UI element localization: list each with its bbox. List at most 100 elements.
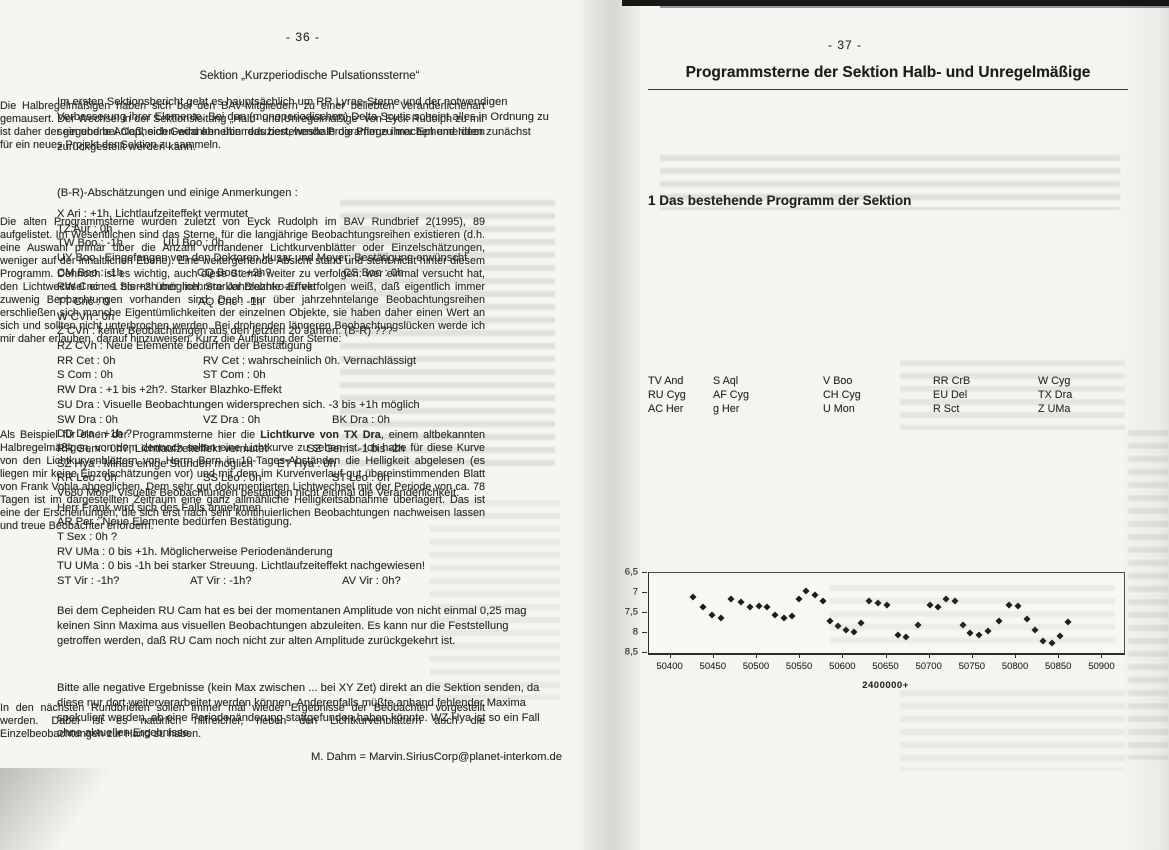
example-text-pre: Als Beispiel für einen der Programmstern… bbox=[0, 429, 261, 441]
data-point bbox=[771, 611, 779, 619]
star-entry: UU Boo : 0h bbox=[163, 237, 224, 250]
star-list-line: Z CVn : keine Beobachtungen aus den letz… bbox=[57, 325, 562, 340]
star-list-line: CM Boo : -1h CQ Boo : +2h? CS Boo : 0h bbox=[57, 267, 562, 282]
x-axis-tick-label: 50850 bbox=[1045, 661, 1072, 672]
star-name: W Cyg bbox=[1038, 375, 1070, 387]
data-point bbox=[819, 597, 827, 605]
closing-paragraph: In den nächsten Rundbriefen sollen immer… bbox=[0, 702, 485, 740]
scan-edge-artifact bbox=[622, 0, 1169, 6]
star-entry: W CVn : 0h bbox=[57, 310, 115, 323]
star-entry: TT Cnc : 0 bbox=[57, 296, 110, 309]
star-entry: S Com : 0h bbox=[57, 369, 113, 382]
star-table-row: TV And S Aql V Boo RR CrB W Cyg bbox=[648, 375, 1108, 389]
data-point bbox=[795, 595, 803, 603]
x-axis-tick bbox=[842, 653, 844, 658]
star-entry: CM Boo : -1h bbox=[57, 266, 123, 279]
star-entry: RW Dra : +1 bis +2h?. Starker Blazhko-Ef… bbox=[57, 384, 282, 397]
star-entry: CS Boo : 0h bbox=[343, 267, 403, 279]
star-entry: AT Vir : -1h? bbox=[190, 575, 252, 587]
x-axis-tick-label: 50500 bbox=[742, 661, 770, 672]
star-list-line: SW Dra : 0h VZ Dra : 0h BK Dra : 0h bbox=[57, 414, 562, 429]
data-point bbox=[787, 612, 796, 620]
page-number: - 37 - bbox=[827, 38, 863, 52]
data-point bbox=[708, 611, 716, 619]
star-entry: X Ari : +1h, Lichtlaufzeiteffekt vermute… bbox=[57, 208, 249, 220]
bleed-through-text bbox=[1128, 430, 1168, 760]
star-list-line: RR Cet : 0h RV Cet : wahrscheinlich 0h. V… bbox=[57, 355, 562, 370]
star-entry: RR Cet : 0h bbox=[57, 354, 116, 367]
data-point bbox=[717, 614, 725, 622]
y-axis-tick bbox=[642, 652, 647, 653]
page-37: - 37 - bbox=[640, 0, 1169, 850]
star-name: g Her bbox=[713, 403, 740, 415]
data-point bbox=[746, 603, 754, 611]
star-name: RR CrB bbox=[933, 375, 970, 387]
star-entry: TW Boo : -1h bbox=[57, 237, 123, 250]
star-entry: AV Vir : 0h? bbox=[342, 575, 401, 587]
data-point bbox=[698, 603, 707, 611]
star-name: V Boo bbox=[823, 375, 853, 387]
page-gutter-shadow bbox=[575, 0, 645, 850]
bleed-through-text bbox=[900, 360, 1125, 430]
bleed-through-text bbox=[830, 585, 1115, 645]
star-list-line: TW Boo : -1h UU Boo : 0h bbox=[57, 237, 562, 252]
bleed-through-text bbox=[430, 500, 560, 700]
star-name: S Aql bbox=[713, 375, 739, 387]
example-text-post: , einem altbekannten Halbregelmäßigen, v… bbox=[0, 429, 485, 532]
star-table-row: RU Cyg AF Cyg CH Cyg EU Del TX Dra bbox=[648, 389, 1108, 403]
data-point bbox=[763, 603, 771, 611]
y-axis-tick-label: 7 bbox=[632, 586, 638, 598]
example-paragraph: Als Beispiel für einen der Programmstern… bbox=[0, 429, 485, 533]
bleed-through-text bbox=[900, 690, 1125, 770]
star-entry: SU Dra : Visuelle Beobachtungen widerspr… bbox=[57, 398, 420, 411]
section-1-paragraph: Die alten Programmsterne wurden zuletzt … bbox=[0, 216, 485, 345]
star-list-line: RW Dra : +1 bis +2h?. Starker Blazhko-Ef… bbox=[57, 384, 562, 399]
x-axis-tick-label: 50450 bbox=[699, 661, 726, 672]
data-point bbox=[780, 614, 788, 622]
intro-paragraph: Die Halbregelmäßigen haben sich bei den … bbox=[0, 100, 485, 151]
negative-results-paragraph: Bitte alle negative Ergebnisse (kein Max… bbox=[57, 682, 540, 739]
star-entry: DD Dra : +1h ? bbox=[57, 428, 132, 441]
star-list-line: T Sex : 0h ? bbox=[57, 531, 562, 546]
star-entry: AR Per : Neue Elemente bedürfen Bestätig… bbox=[57, 516, 293, 529]
star-entry: Herr Frank wird sich des Falls annehmen. bbox=[57, 501, 265, 514]
star-name: U Mon bbox=[823, 403, 855, 415]
star-entry: RW Cnc : -1 bis +2h möglich. Starker Bla… bbox=[57, 281, 317, 294]
y-axis-tick-label: 8 bbox=[632, 626, 638, 638]
star-name: R Sct bbox=[933, 403, 959, 415]
star-list-line: W CVn : 0h bbox=[57, 311, 562, 326]
star-name: Z UMa bbox=[1038, 403, 1070, 415]
x-axis-tick bbox=[1058, 653, 1060, 658]
star-list-line: TU UMa : 0 bis -1h bei starker Streuung.… bbox=[57, 560, 562, 575]
star-list-line: UY Boo : Eingefangen von den Doktoren Hu… bbox=[57, 252, 562, 267]
data-point bbox=[727, 595, 735, 603]
star-entry: V680 Mon : Visuelle Beobachtungen bestät… bbox=[57, 486, 460, 499]
x-axis-tick bbox=[799, 653, 801, 658]
star-list-line: SZ Hya : Minus einige Stunden möglich ET … bbox=[57, 458, 562, 473]
page-corner-shadow bbox=[0, 768, 130, 850]
star-entry: SS Leo : 0h bbox=[203, 472, 262, 485]
star-list-line: Herr Frank wird sich des Falls annehmen. bbox=[57, 502, 562, 517]
star-list-line: RV UMa : 0 bis +1h. Möglicherweise Perio… bbox=[57, 546, 562, 561]
x-axis-tick bbox=[885, 653, 887, 658]
scan-edge-artifact bbox=[660, 6, 1169, 8]
x-axis-tick-label: 50750 bbox=[958, 661, 986, 672]
y-axis-tick bbox=[642, 632, 647, 633]
y-axis-tick bbox=[642, 612, 647, 613]
star-entry: SW Dra : 0h bbox=[57, 413, 118, 426]
data-point bbox=[736, 598, 745, 606]
author-signature: M. Dahm = Marvin.SiriusCorp@planet-inter… bbox=[310, 751, 562, 763]
star-list-line: AR Per : Neue Elemente bedürfen Bestätig… bbox=[57, 516, 562, 531]
y-axis-tick-label: 7,5 bbox=[624, 606, 638, 618]
star-list-line: RR Leo : 0h SS Leo : 0h ST Leo : 0h bbox=[57, 472, 562, 487]
star-entry: UY Boo : Eingefangen von den Doktoren Hu… bbox=[57, 252, 468, 265]
star-list-line: RR Gem : 0h?; Lichtlaufzeiteffekt vermut… bbox=[57, 443, 562, 458]
cepheid-paragraph: Bei dem Cepheiden RU Cam hat es bei der … bbox=[57, 605, 527, 647]
star-name: TV And bbox=[648, 375, 684, 387]
x-axis-tick bbox=[1101, 653, 1103, 658]
x-axis-tick-label: 50600 bbox=[829, 661, 856, 672]
article-title: Programmsterne der Sektion Halb- und Unr… bbox=[648, 64, 1128, 90]
y-axis-tick-label: 8,5 bbox=[624, 646, 638, 658]
star-entry: TZ Aur : 0h bbox=[57, 222, 113, 235]
star-entry: Z CVn : keine Beobachtungen aus den letz… bbox=[57, 325, 393, 338]
